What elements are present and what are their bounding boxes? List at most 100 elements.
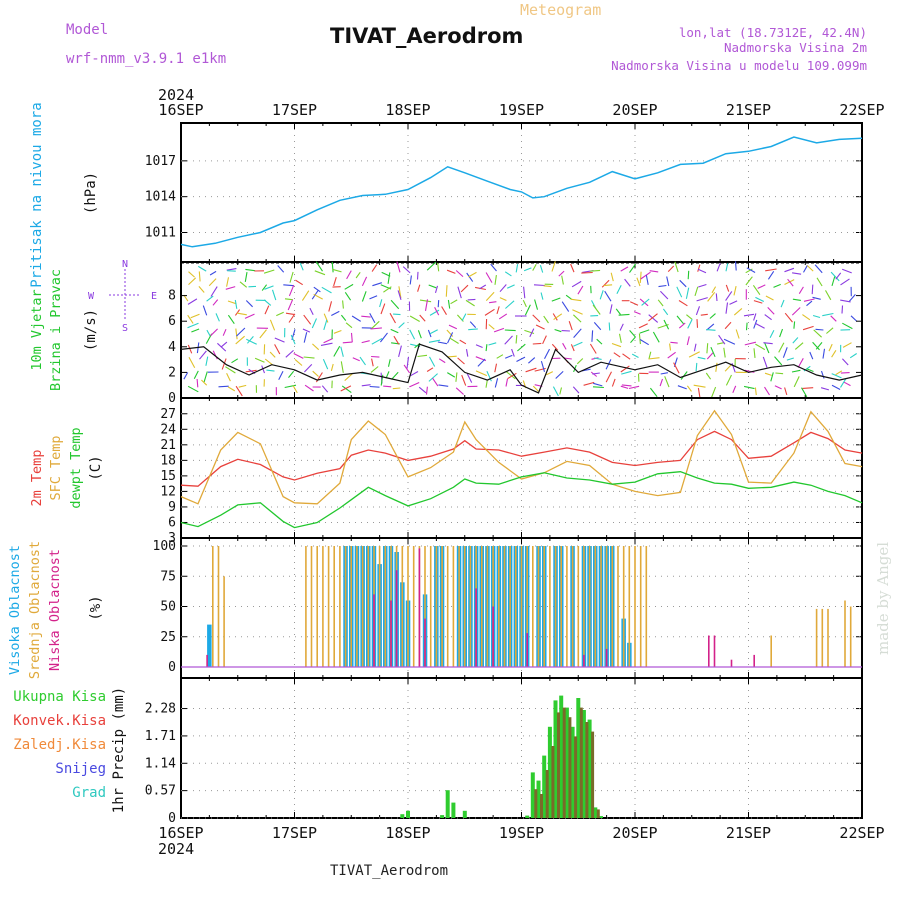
cloud-ytick-label: 25 [160,630,176,645]
bottom-date-label: 17SEP [272,824,317,842]
cloud-bar [560,546,562,667]
wind-arrow [716,293,717,301]
cloud-bar [617,546,619,667]
cloud-bar [487,546,489,667]
compass-east: E [151,291,157,302]
wind-arrow [609,323,610,331]
cloud-bar [458,546,460,667]
cloud-bar [419,548,421,667]
pressure-ylabel: Pritisak na nivou mora [29,102,45,287]
cloud-bar [526,633,528,667]
cloud-bar [646,546,648,667]
precip-bar [446,790,450,818]
cloud-bar [566,546,568,667]
cloud-bar [390,601,392,668]
wind-arrow [696,363,697,371]
cloud-unit: (%) [88,595,104,620]
cloud-bar [583,655,585,667]
watermark: made by Angel [874,542,892,655]
cloud-bar [305,546,307,667]
precip-bar [400,814,404,818]
cloud-bar [436,546,438,667]
precip-bar [440,815,444,818]
cloud-bar [481,546,483,667]
cloud-bar [368,546,370,667]
cloud-bar [356,546,358,667]
compass-south: S [122,323,128,334]
cloud-bar [572,546,574,667]
cloud-bar [441,546,443,667]
temperature-ytick-label: 27 [160,407,176,422]
precip-bar [531,772,535,818]
cloud-bar [538,546,540,667]
precip-ylabel: 1hr Precip (mm) [111,687,127,813]
cloud-bar [850,607,852,668]
temperature-ytick-label: 21 [160,438,176,453]
precip-bar [591,732,594,818]
wind-arrow [393,314,400,315]
precip-bar [540,794,543,818]
precip-legend-item: Ukupna Kisa [13,689,106,705]
wind-arrow [393,388,401,389]
temp-label-dewpt: dewpt Temp [68,427,84,508]
temperature-ytick-label: 15 [160,469,176,484]
wind-arrow [383,386,391,387]
pressure-ytick-label: 1014 [145,190,176,205]
wind-arrow [197,379,198,387]
top-date-label: 18SEP [385,101,430,119]
wind-arrow [775,373,783,374]
cloud-bar [379,546,381,667]
cloud-bar [770,636,772,668]
precip-bar [580,708,583,818]
precip-legend-item: Snijeg [55,761,106,777]
wind-ytick-label: 2 [168,365,176,380]
precip-legend-item: Zaledj.Kisa [13,737,106,753]
precip-bar [525,816,529,818]
pressure-ytick-label: 1017 [145,154,176,169]
wind-arrow [841,373,850,374]
wind-arrow [371,357,379,358]
temp-unit: (C) [88,455,104,480]
wind-arrow [706,330,715,331]
cloud-bar [430,546,432,667]
precip-legend-item: Grad [72,785,106,801]
cloud-bar [589,546,591,667]
cloud-bar [753,655,755,667]
wind-arrow [593,387,604,388]
wind-arrow [370,387,380,388]
station-elevation: Nadmorska Visina 2m [724,40,867,55]
temp-label-sfc: SFC Temp [48,435,64,500]
cloud-bar [385,546,387,667]
cloud-bar [470,546,472,667]
temp-label-2m: 2m Temp [29,450,45,507]
cloud-bar [578,546,580,667]
cloud-bar [223,576,225,667]
cloud-bar [345,546,347,667]
cloud-bar [822,609,824,667]
wind-arrow [581,273,592,274]
precip-bar [551,746,554,818]
cloud-bar [816,609,818,667]
bottom-date-label: 19SEP [499,824,544,842]
cloud-bar [549,546,551,667]
precip-bar [534,789,537,818]
wind-arrow [688,271,689,279]
wind-arrow [736,261,737,270]
product-label: Meteogram [520,1,601,19]
cloud-bar [322,546,324,667]
cloud-bar [543,546,545,667]
cloud-ytick-label: 0 [168,660,176,675]
precip-bar [451,803,455,818]
cloud-ytick-label: 100 [153,539,176,554]
wind-arrow [592,330,593,341]
temperature-ytick-label: 6 [168,515,176,530]
pressure-ytick-label: 1011 [145,226,176,241]
cloud-bar [555,546,557,667]
precip-bar [406,811,410,818]
cloud-bar [595,546,597,667]
cloud-bar [515,546,517,667]
precip-legend-item: Konvek.Kisa [13,713,106,729]
precip-ytick-label: 1.14 [145,756,176,771]
precip-bar [463,811,467,818]
